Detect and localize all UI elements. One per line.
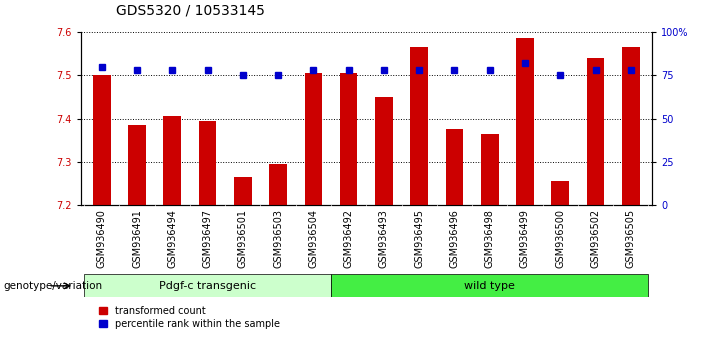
Text: GSM936493: GSM936493 (379, 209, 389, 268)
Bar (304, 73, 322, 205)
Text: GSM936502: GSM936502 (590, 209, 601, 268)
Bar (340, 73, 358, 205)
Text: GSM936501: GSM936501 (238, 209, 248, 268)
Bar (234, 177, 252, 205)
Bar (163, 116, 181, 205)
Text: GSM936497: GSM936497 (203, 209, 212, 268)
Bar (128, 125, 146, 205)
Text: GSM936494: GSM936494 (168, 209, 177, 268)
Bar (410, 47, 428, 205)
Text: GSM936498: GSM936498 (484, 209, 495, 268)
Text: GSM936490: GSM936490 (97, 209, 107, 268)
Text: GSM936496: GSM936496 (449, 209, 459, 268)
Text: GSM936500: GSM936500 (555, 209, 565, 268)
Text: GSM936505: GSM936505 (626, 209, 636, 268)
Bar (331, 274, 648, 297)
Bar (446, 130, 463, 205)
Bar (622, 47, 639, 205)
Bar (84, 274, 331, 297)
Text: genotype/variation: genotype/variation (4, 281, 102, 291)
Bar (552, 182, 569, 205)
Text: GSM936503: GSM936503 (273, 209, 283, 268)
Text: GSM936504: GSM936504 (308, 209, 318, 268)
Legend: transformed count, percentile rank within the sample: transformed count, percentile rank withi… (100, 306, 280, 329)
Bar (587, 58, 604, 205)
Bar (516, 38, 533, 205)
Text: GSM936491: GSM936491 (132, 209, 142, 268)
Text: Pdgf-c transgenic: Pdgf-c transgenic (159, 281, 256, 291)
Text: GSM936499: GSM936499 (520, 209, 530, 268)
Bar (199, 121, 217, 205)
Bar (269, 164, 287, 205)
Bar (93, 75, 111, 205)
Text: GDS5320 / 10533145: GDS5320 / 10533145 (116, 4, 264, 18)
Bar (375, 97, 393, 205)
Text: GSM936495: GSM936495 (414, 209, 424, 268)
Text: GSM936492: GSM936492 (343, 209, 353, 268)
Text: wild type: wild type (464, 281, 515, 291)
Bar (481, 134, 498, 205)
